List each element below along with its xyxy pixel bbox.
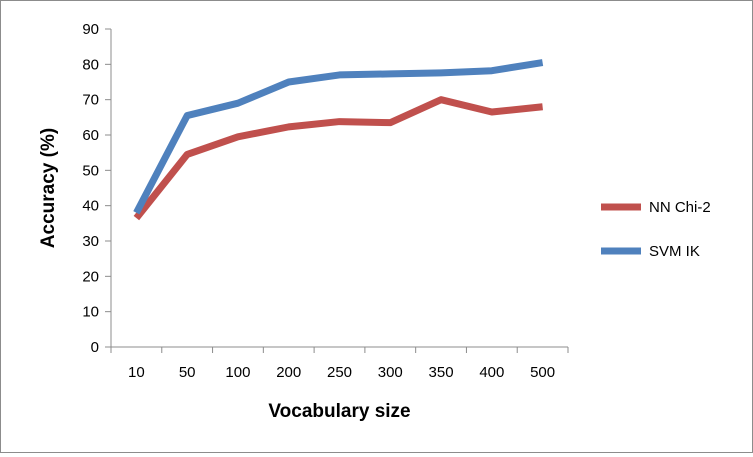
y-tick-label: 80 bbox=[82, 56, 99, 73]
y-tick-label: 40 bbox=[82, 198, 99, 215]
x-tick-label: 300 bbox=[378, 364, 403, 381]
y-tick-label: 0 bbox=[91, 339, 99, 356]
legend-label-1: NN Chi-2 bbox=[649, 199, 711, 216]
x-axis-title: Vocabulary size bbox=[268, 401, 410, 422]
y-tick-label: 60 bbox=[82, 127, 99, 144]
y-tick-label: 30 bbox=[82, 233, 99, 250]
x-tick-label: 250 bbox=[327, 364, 352, 381]
y-tick-label: 50 bbox=[82, 162, 99, 179]
series-line-1 bbox=[133, 96, 543, 221]
series-lines bbox=[133, 59, 544, 221]
y-tick-label: 20 bbox=[82, 268, 99, 285]
y-axis: 0 10 20 30 40 50 60 70 80 90 bbox=[82, 21, 112, 356]
y-tick-label: 10 bbox=[82, 304, 99, 321]
x-tick-label: 500 bbox=[530, 364, 555, 381]
x-tick-label: 10 bbox=[128, 364, 145, 381]
y-tick-label: 90 bbox=[82, 21, 99, 38]
y-axis-title: Accuracy (%) bbox=[38, 128, 59, 248]
y-tick-label: 70 bbox=[82, 92, 99, 109]
x-axis: 10 50 100 200 250 300 350 400 500 bbox=[110, 346, 569, 381]
x-tick-label: 200 bbox=[276, 364, 301, 381]
x-tick-label: 400 bbox=[479, 364, 504, 381]
legend: NN Chi-2 SVM IK bbox=[601, 199, 711, 260]
x-tick-label: 350 bbox=[429, 364, 454, 381]
x-tick-label: 100 bbox=[225, 364, 250, 381]
legend-label-2: SVM IK bbox=[649, 243, 700, 260]
x-tick-label: 50 bbox=[179, 364, 196, 381]
series-line-2 bbox=[133, 59, 544, 215]
